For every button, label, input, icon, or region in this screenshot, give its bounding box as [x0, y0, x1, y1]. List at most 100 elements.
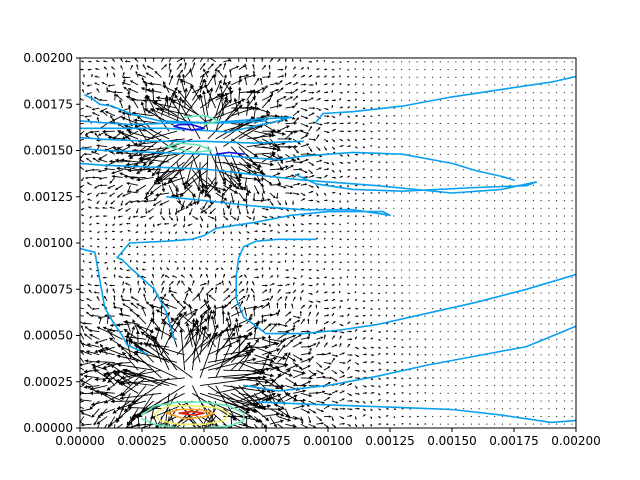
contour-line — [235, 238, 576, 335]
vector-arrow — [501, 184, 503, 186]
vector-arrow — [168, 208, 171, 215]
vector-arrow — [501, 215, 503, 217]
vector-arrow — [316, 260, 319, 263]
vector-arrow — [416, 238, 418, 240]
vector-arrow — [517, 107, 519, 109]
vector-arrow — [238, 362, 266, 374]
vector-arrow — [532, 192, 534, 194]
vector-arrow — [556, 354, 558, 356]
vector-arrow — [354, 261, 357, 264]
vector-arrow — [525, 99, 527, 101]
vector-arrow — [424, 361, 427, 364]
vector-arrow — [470, 392, 472, 394]
vector-arrow — [261, 348, 281, 356]
vector-arrow — [571, 354, 573, 356]
vector-arrow — [393, 161, 395, 163]
vector-arrow — [96, 144, 108, 148]
vector-arrow — [292, 260, 295, 263]
vector-arrow — [254, 356, 278, 363]
vector-arrow — [416, 61, 418, 63]
vector-arrow — [141, 306, 147, 317]
vector-arrow — [486, 331, 488, 333]
vector-arrow — [540, 408, 542, 410]
vector-arrow — [470, 176, 472, 178]
vector-arrow — [540, 84, 542, 86]
vector-arrow — [532, 107, 534, 109]
vector-arrow — [308, 60, 312, 63]
vector-arrow — [563, 161, 565, 163]
vector-arrow — [401, 99, 403, 101]
vector-arrow — [128, 423, 139, 428]
vector-arrow — [276, 274, 279, 278]
vector-arrow — [362, 300, 366, 303]
vector-arrow — [548, 200, 550, 202]
vector-arrow — [88, 328, 100, 333]
vector-arrow — [540, 323, 542, 325]
vector-arrow — [463, 146, 465, 148]
vector-arrow — [556, 184, 558, 186]
vector-arrow — [285, 354, 297, 362]
vector-arrow — [501, 153, 503, 155]
vector-arrow — [501, 123, 503, 125]
vector-arrow — [517, 92, 519, 94]
vector-arrow — [556, 261, 558, 263]
vector-arrow — [231, 377, 269, 385]
vector-arrow — [463, 308, 465, 310]
vector-arrow — [347, 253, 350, 256]
vector-arrow — [316, 230, 319, 233]
vector-arrow — [439, 138, 441, 140]
vector-arrow — [90, 314, 100, 318]
vector-arrow — [238, 331, 253, 348]
vector-arrow — [370, 245, 372, 248]
vector-arrow — [119, 230, 123, 233]
vector-arrow — [347, 215, 350, 217]
vector-arrow — [151, 245, 154, 248]
vector-arrow — [486, 153, 488, 155]
vector-arrow — [142, 261, 146, 264]
vector-arrow — [316, 336, 324, 340]
vector-arrow — [117, 215, 123, 218]
vector-arrow — [439, 331, 441, 333]
vector-arrow — [432, 292, 434, 294]
vector-arrow — [486, 161, 488, 163]
vector-arrow — [408, 215, 410, 217]
vector-arrow — [455, 130, 457, 132]
vector-arrow — [386, 300, 388, 302]
contour-lines — [80, 75, 576, 428]
vector-arrow — [87, 68, 92, 71]
vector-arrow — [401, 261, 403, 263]
vector-arrow — [80, 68, 84, 71]
vector-arrow — [323, 223, 327, 226]
vector-arrow — [563, 207, 565, 209]
vector-arrow — [494, 99, 496, 101]
vector-arrow — [293, 182, 301, 186]
vector-arrow — [424, 369, 427, 372]
vector-arrow — [125, 276, 131, 279]
vector-arrow — [198, 231, 201, 235]
vector-arrow — [141, 268, 146, 271]
vector-arrow — [409, 400, 412, 403]
vector-arrow — [470, 292, 472, 294]
vector-arrow — [370, 391, 375, 394]
vector-arrow — [206, 223, 209, 228]
vector-arrow — [494, 308, 496, 310]
vector-arrow — [80, 207, 85, 211]
vector-arrow — [370, 199, 373, 202]
vector-arrow — [184, 246, 186, 248]
vector-arrow — [308, 222, 312, 225]
vector-arrow — [548, 99, 550, 101]
vector-arrow — [385, 254, 387, 256]
vector-arrow — [532, 246, 534, 248]
vector-arrow — [517, 215, 519, 217]
vector-arrow — [540, 308, 542, 310]
vector-arrow — [346, 366, 351, 371]
vector-arrow — [238, 408, 260, 423]
vector-arrow — [540, 385, 542, 387]
vector-arrow — [308, 97, 314, 101]
vector-arrow — [540, 169, 542, 171]
vector-arrow — [393, 377, 397, 379]
vector-arrow — [556, 346, 558, 348]
vector-arrow — [556, 392, 558, 394]
vector-arrow — [385, 230, 387, 232]
vector-arrow — [159, 304, 164, 317]
